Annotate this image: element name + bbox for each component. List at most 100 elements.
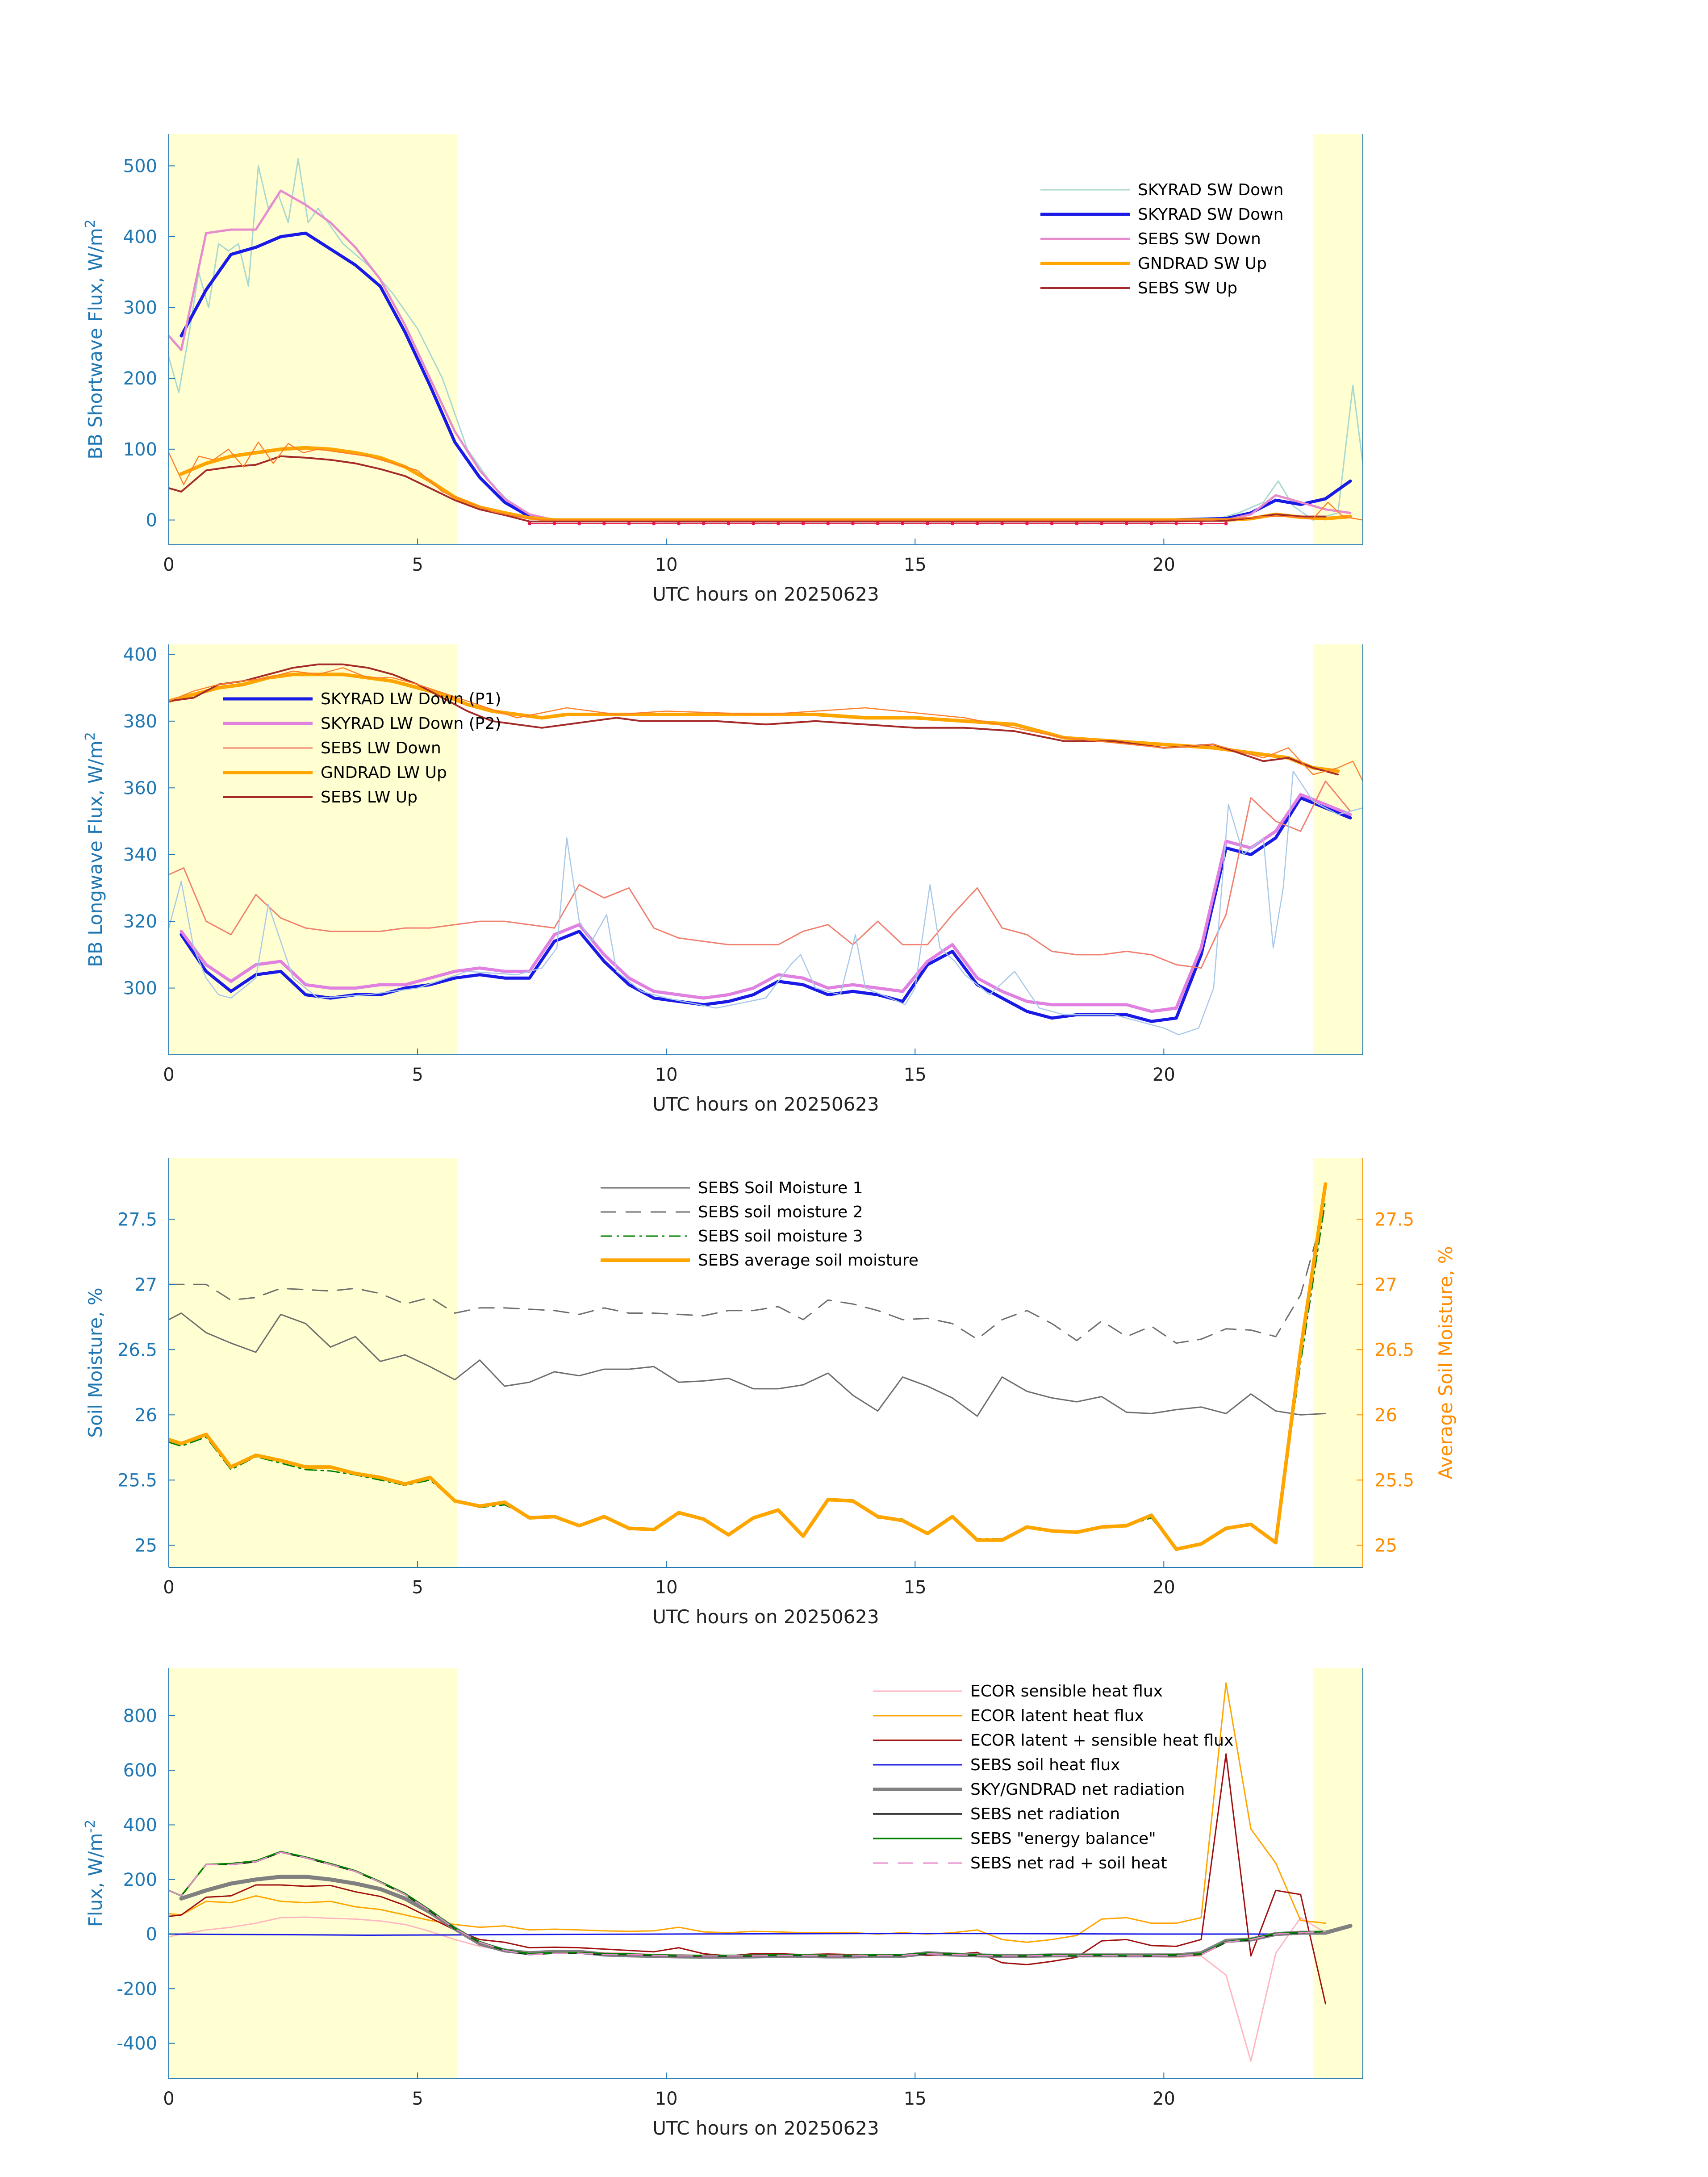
right-y-tick-label: 27.5 [1374,1209,1414,1230]
legend-entry-label: SEBS LW Down [321,739,441,757]
legend-entry-label: ECOR latent heat flux [970,1707,1144,1725]
legend-entry-label: SKYRAD SW Down [1138,205,1283,224]
legend-entry-label: SEBS net rad + soil heat [970,1854,1167,1872]
data-point-marker [527,522,531,526]
y-tick-label: 27.5 [117,1209,157,1230]
y-tick-label: 600 [123,1760,157,1781]
right-y-tick-label: 27 [1374,1274,1397,1295]
y-tick-label: 27 [134,1274,157,1295]
series-line-sebs-lw-down [169,780,1351,969]
y-axis-label: BB Shortwave Flux, W/m2 [83,219,106,460]
legend: ECOR sensible heat flux ECOR latent heat … [873,1682,1233,1872]
y-tick-label: -400 [117,2034,157,2054]
data-point-marker [652,522,656,526]
legend-entry-label: SEBS average soil moisture [698,1251,919,1270]
data-point-marker [1199,522,1203,526]
x-tick-label: 15 [904,1065,927,1085]
legend-entry-label: SEBS "energy balance" [970,1830,1156,1848]
y-tick-label: 300 [123,298,157,318]
data-point-marker [1149,522,1153,526]
x-tick-label: 10 [655,1065,678,1085]
data-point-marker [702,522,706,526]
data-point-marker [776,522,780,526]
data-point-marker [851,522,855,526]
right-y-axis-label: Average Soil Moisture, % [1435,1246,1457,1479]
x-tick-label: 0 [163,1065,174,1085]
series-line-sebs-sw-up [169,455,1327,522]
x-axis-label: UTC hours on 20250623 [652,2117,879,2139]
y-tick-label: 25.5 [117,1470,157,1491]
night-shade-region [169,1158,458,1567]
legend-entry-label: ECOR latent + sensible heat flux [970,1731,1233,1750]
data-point-marker [677,522,681,526]
data-point-marker [1000,522,1004,526]
x-tick-label: 20 [1153,2089,1175,2109]
x-tick-label: 15 [904,1577,927,1598]
x-tick-label: 20 [1153,555,1175,575]
y-axis-label: BB Longwave Flux, W/m2 [83,732,106,967]
legend-entry-label: SEBS SW Down [1138,230,1261,248]
x-axis-label: UTC hours on 20250623 [652,583,879,605]
legend-entry-label: SEBS SW Up [1138,279,1237,297]
y-tick-label: 320 [123,911,157,932]
series-line-skyrad-lw-down-1-min- [169,770,1363,1036]
y-tick-label: 400 [123,644,157,665]
x-axis-label: UTC hours on 20250623 [652,1093,879,1115]
series-line-sebs-soil-heat-flux [169,1933,1326,1936]
soil-panel: 0 5 10 15 20 25 25 25.5 25.5 26 26 26.5 26.5 27 27 27.5… [84,1158,1457,1628]
legend: SKYRAD SW Down SKYRAD SW Down SEBS SW Down… [1040,181,1283,297]
series-line-skyrad-lw-down-p1- [180,796,1352,1023]
series-line-skyrad-sw-down [169,158,1363,521]
data-point-marker [1025,522,1029,526]
night-shade-region [169,134,458,545]
data-point-marker [876,522,880,526]
flux-panel: 0 5 10 15 20 -400 -200 0 200 400 600 800 UTC hours o… [83,1668,1363,2139]
data-point-marker [577,522,581,526]
y-tick-label: 200 [123,368,157,389]
y-tick-label: 200 [123,1870,157,1890]
legend-entry-label: SEBS soil moisture 2 [698,1203,863,1221]
data-point-marker [926,522,930,526]
legend-entry-label: SEBS Soil Moisture 1 [698,1179,863,1197]
y-axis-label: Soil Moisture, % [84,1287,106,1437]
x-tick-label: 0 [163,2089,174,2109]
data-point-marker [602,522,606,526]
y-tick-label: 380 [123,711,157,732]
legend-entry-label: SKY/GNDRAD net radiation [970,1780,1185,1799]
x-tick-label: 5 [412,2089,423,2109]
y-tick-label: 800 [123,1706,157,1726]
legend-entry-label: SEBS LW Up [321,788,418,806]
data-point-marker [975,522,979,526]
y-tick-label: 500 [123,156,157,176]
night-shade-region [1313,1668,1363,2079]
y-tick-label: 340 [123,845,157,865]
y-tick-label: 0 [146,510,157,531]
y-tick-label: 300 [123,978,157,999]
legend-entry-label: SKYRAD LW Down (P2) [321,715,501,733]
data-point-marker [826,522,830,526]
right-y-tick-label: 26 [1374,1405,1397,1425]
legend-entry-label: GNDRAD SW Up [1138,255,1267,273]
data-point-marker [950,522,954,526]
series-line-gndrad-sw-up-1-min- [169,441,1363,521]
x-tick-label: 0 [163,555,174,575]
legend-entry-label: SEBS soil heat flux [970,1756,1120,1774]
y-tick-label: 25 [134,1535,157,1556]
x-tick-label: 10 [655,1577,678,1598]
night-shade-region [1313,134,1363,545]
series-line-gndrad-lw-up-1-min- [169,667,1363,782]
right-y-tick-label: 25.5 [1374,1470,1414,1491]
x-tick-label: 5 [412,555,423,575]
data-point-marker [752,522,756,526]
legend-entry-label: SKYRAD LW Down (P1) [321,690,501,708]
y-tick-label: 400 [123,227,157,247]
series-line-sebs-lw-up [169,663,1339,776]
x-tick-label: 15 [904,2089,927,2109]
data-point-marker [1050,522,1054,526]
x-tick-label: 0 [163,1577,174,1598]
series-line-sebs-sw-down [169,189,1352,523]
data-point-marker [727,522,731,526]
data-point-marker [1075,522,1079,526]
x-tick-label: 5 [412,1065,423,1085]
